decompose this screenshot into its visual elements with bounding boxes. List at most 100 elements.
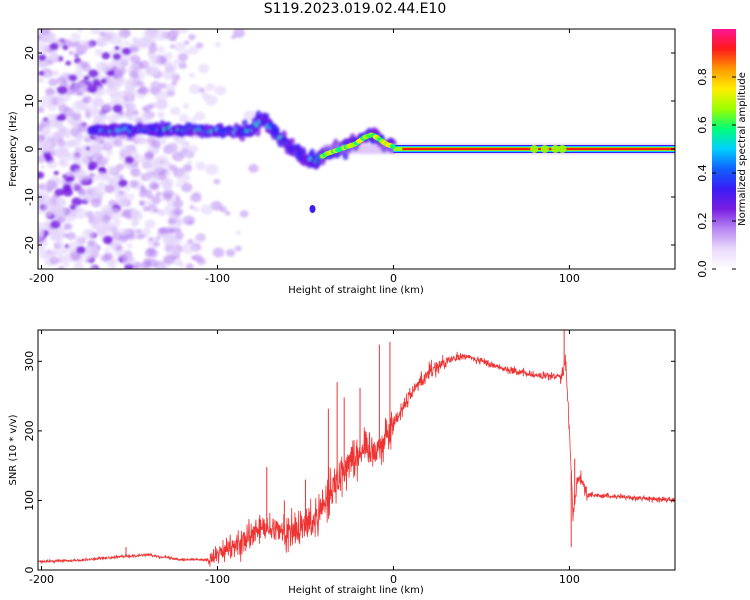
spectrogram-speckle (177, 172, 191, 184)
spectrogram-speckle (151, 196, 162, 205)
spectrogram-speckle (113, 78, 125, 88)
ridge-halo (254, 127, 261, 137)
spectrogram-speckle (146, 152, 154, 159)
ridge-halo (239, 135, 246, 142)
spectrogram-speckle (188, 45, 199, 55)
spectrogram-speckle (200, 204, 214, 215)
spectrogram-speckle (92, 211, 105, 222)
spectrogram-speckle (96, 37, 108, 48)
spectrogram-speckle (112, 73, 120, 80)
spectrogram-speckle (48, 78, 58, 87)
spectrogram-speckle (145, 200, 152, 206)
spectrogram-speckle (128, 103, 137, 111)
spectrogram-speckle (73, 262, 84, 269)
spectrogram-speckle (205, 164, 219, 176)
spectrogram-speckle (90, 198, 102, 208)
band-core (402, 147, 675, 151)
spectrogram-speckle (164, 83, 176, 93)
spectrogram-speckle (77, 122, 89, 132)
spectrogram-speckle (154, 99, 168, 111)
spectrogram-speckle (101, 103, 112, 112)
colorbar-bar (712, 29, 736, 269)
spectrogram-speckle (56, 240, 65, 248)
spectrogram-speckle (201, 92, 210, 100)
spectrogram-speckle (177, 29, 189, 34)
spectrogram-speckle (104, 247, 110, 253)
spectrogram-speckle (133, 110, 139, 115)
spectrogram-speckle (150, 81, 160, 90)
spectrogram-speckle (190, 255, 197, 261)
spectrogram-speckle (56, 139, 67, 148)
ridge-halo (165, 121, 172, 128)
band-knot (558, 145, 567, 153)
spectrogram-speckle (62, 233, 69, 238)
spectrogram-speckle (118, 190, 125, 196)
spectrogram-speckle (195, 161, 206, 171)
band-knot (551, 145, 560, 153)
spectrogram-speckle (90, 29, 100, 35)
spectrogram-speckle (76, 245, 86, 255)
spectrogram-speckle (66, 231, 76, 241)
spectrogram-speckle (124, 155, 134, 164)
spectrogram-speckle (83, 75, 90, 81)
spectrogram-speckle (183, 40, 190, 45)
snr-ytick-label: 100 (23, 490, 36, 511)
spectrogram-speckle (163, 233, 177, 245)
spectrogram-speckle (168, 164, 177, 172)
spectrogram-speckle (139, 137, 147, 145)
spectrogram-speckle (178, 113, 190, 123)
spectrogram-speckle (178, 61, 187, 69)
spectrogram-speckle (51, 70, 60, 77)
spectrogram-speckle (60, 129, 69, 137)
spectrogram-speckle (195, 42, 204, 49)
spectrogram-speckle (214, 41, 222, 48)
isolated-blob (309, 205, 316, 213)
spectrogram-speckle (117, 39, 124, 45)
spectrogram-speckle (130, 168, 141, 178)
colorbar-tick-label: 0.2 (696, 212, 709, 230)
spectrogram-ytick-label: 0 (23, 146, 36, 153)
spectrogram-speckle (239, 210, 249, 218)
spectrogram-speckle (53, 170, 59, 176)
spectrogram-speckle (174, 231, 184, 240)
spectrogram-speckle (129, 45, 138, 53)
spectrogram-ytick-label: -10 (23, 188, 36, 206)
snr-xlabel: Height of straight line (km) (288, 585, 424, 596)
ridge-halo (342, 152, 349, 161)
spectrogram-speckle (88, 245, 100, 256)
spectrogram-speckle (140, 111, 153, 122)
spectrogram-speckle (73, 168, 87, 180)
spectrogram-speckle (172, 199, 184, 208)
spectrogram-speckle (38, 235, 46, 243)
spectrogram-marks (38, 29, 675, 269)
spectrogram-speckle (132, 39, 140, 45)
snr-xtick-label: -200 (29, 573, 54, 586)
spectrogram-speckle (92, 78, 101, 86)
spectrogram-speckle (73, 207, 87, 220)
snr-frame (37, 329, 676, 571)
ridge-halo (281, 130, 288, 139)
spectrogram-speckle (112, 53, 122, 61)
spectrogram-speckle (106, 261, 115, 268)
spectrogram-speckle (194, 233, 206, 243)
colorbar-ticks: 0.0 0.2 0.4 0.6 0.8 (696, 68, 736, 278)
spectrogram-speckle (199, 87, 206, 93)
spectrogram-speckle (235, 230, 241, 235)
spectrogram-speckle (213, 178, 221, 185)
spectrogram-speckle (63, 248, 70, 254)
spectrogram-speckle (136, 228, 143, 234)
spectrogram-speckle (87, 165, 95, 171)
spectrogram-speckle (189, 205, 195, 210)
snr-xtick-label: 100 (559, 573, 580, 586)
spectrogram-speckle (205, 83, 215, 92)
spectrogram-speckle (132, 265, 140, 269)
spectrogram-speckle (71, 197, 83, 207)
spectrogram-speckle (96, 171, 108, 181)
spectrogram-speckle (100, 78, 107, 84)
spectrogram-speckle (154, 90, 169, 102)
spectrogram-speckle (55, 122, 64, 130)
spectrogram-speckle (123, 208, 132, 216)
spectrogram-speckle (189, 83, 202, 95)
spectrogram-speckle (118, 175, 125, 180)
spectrogram-speckle (100, 254, 111, 263)
